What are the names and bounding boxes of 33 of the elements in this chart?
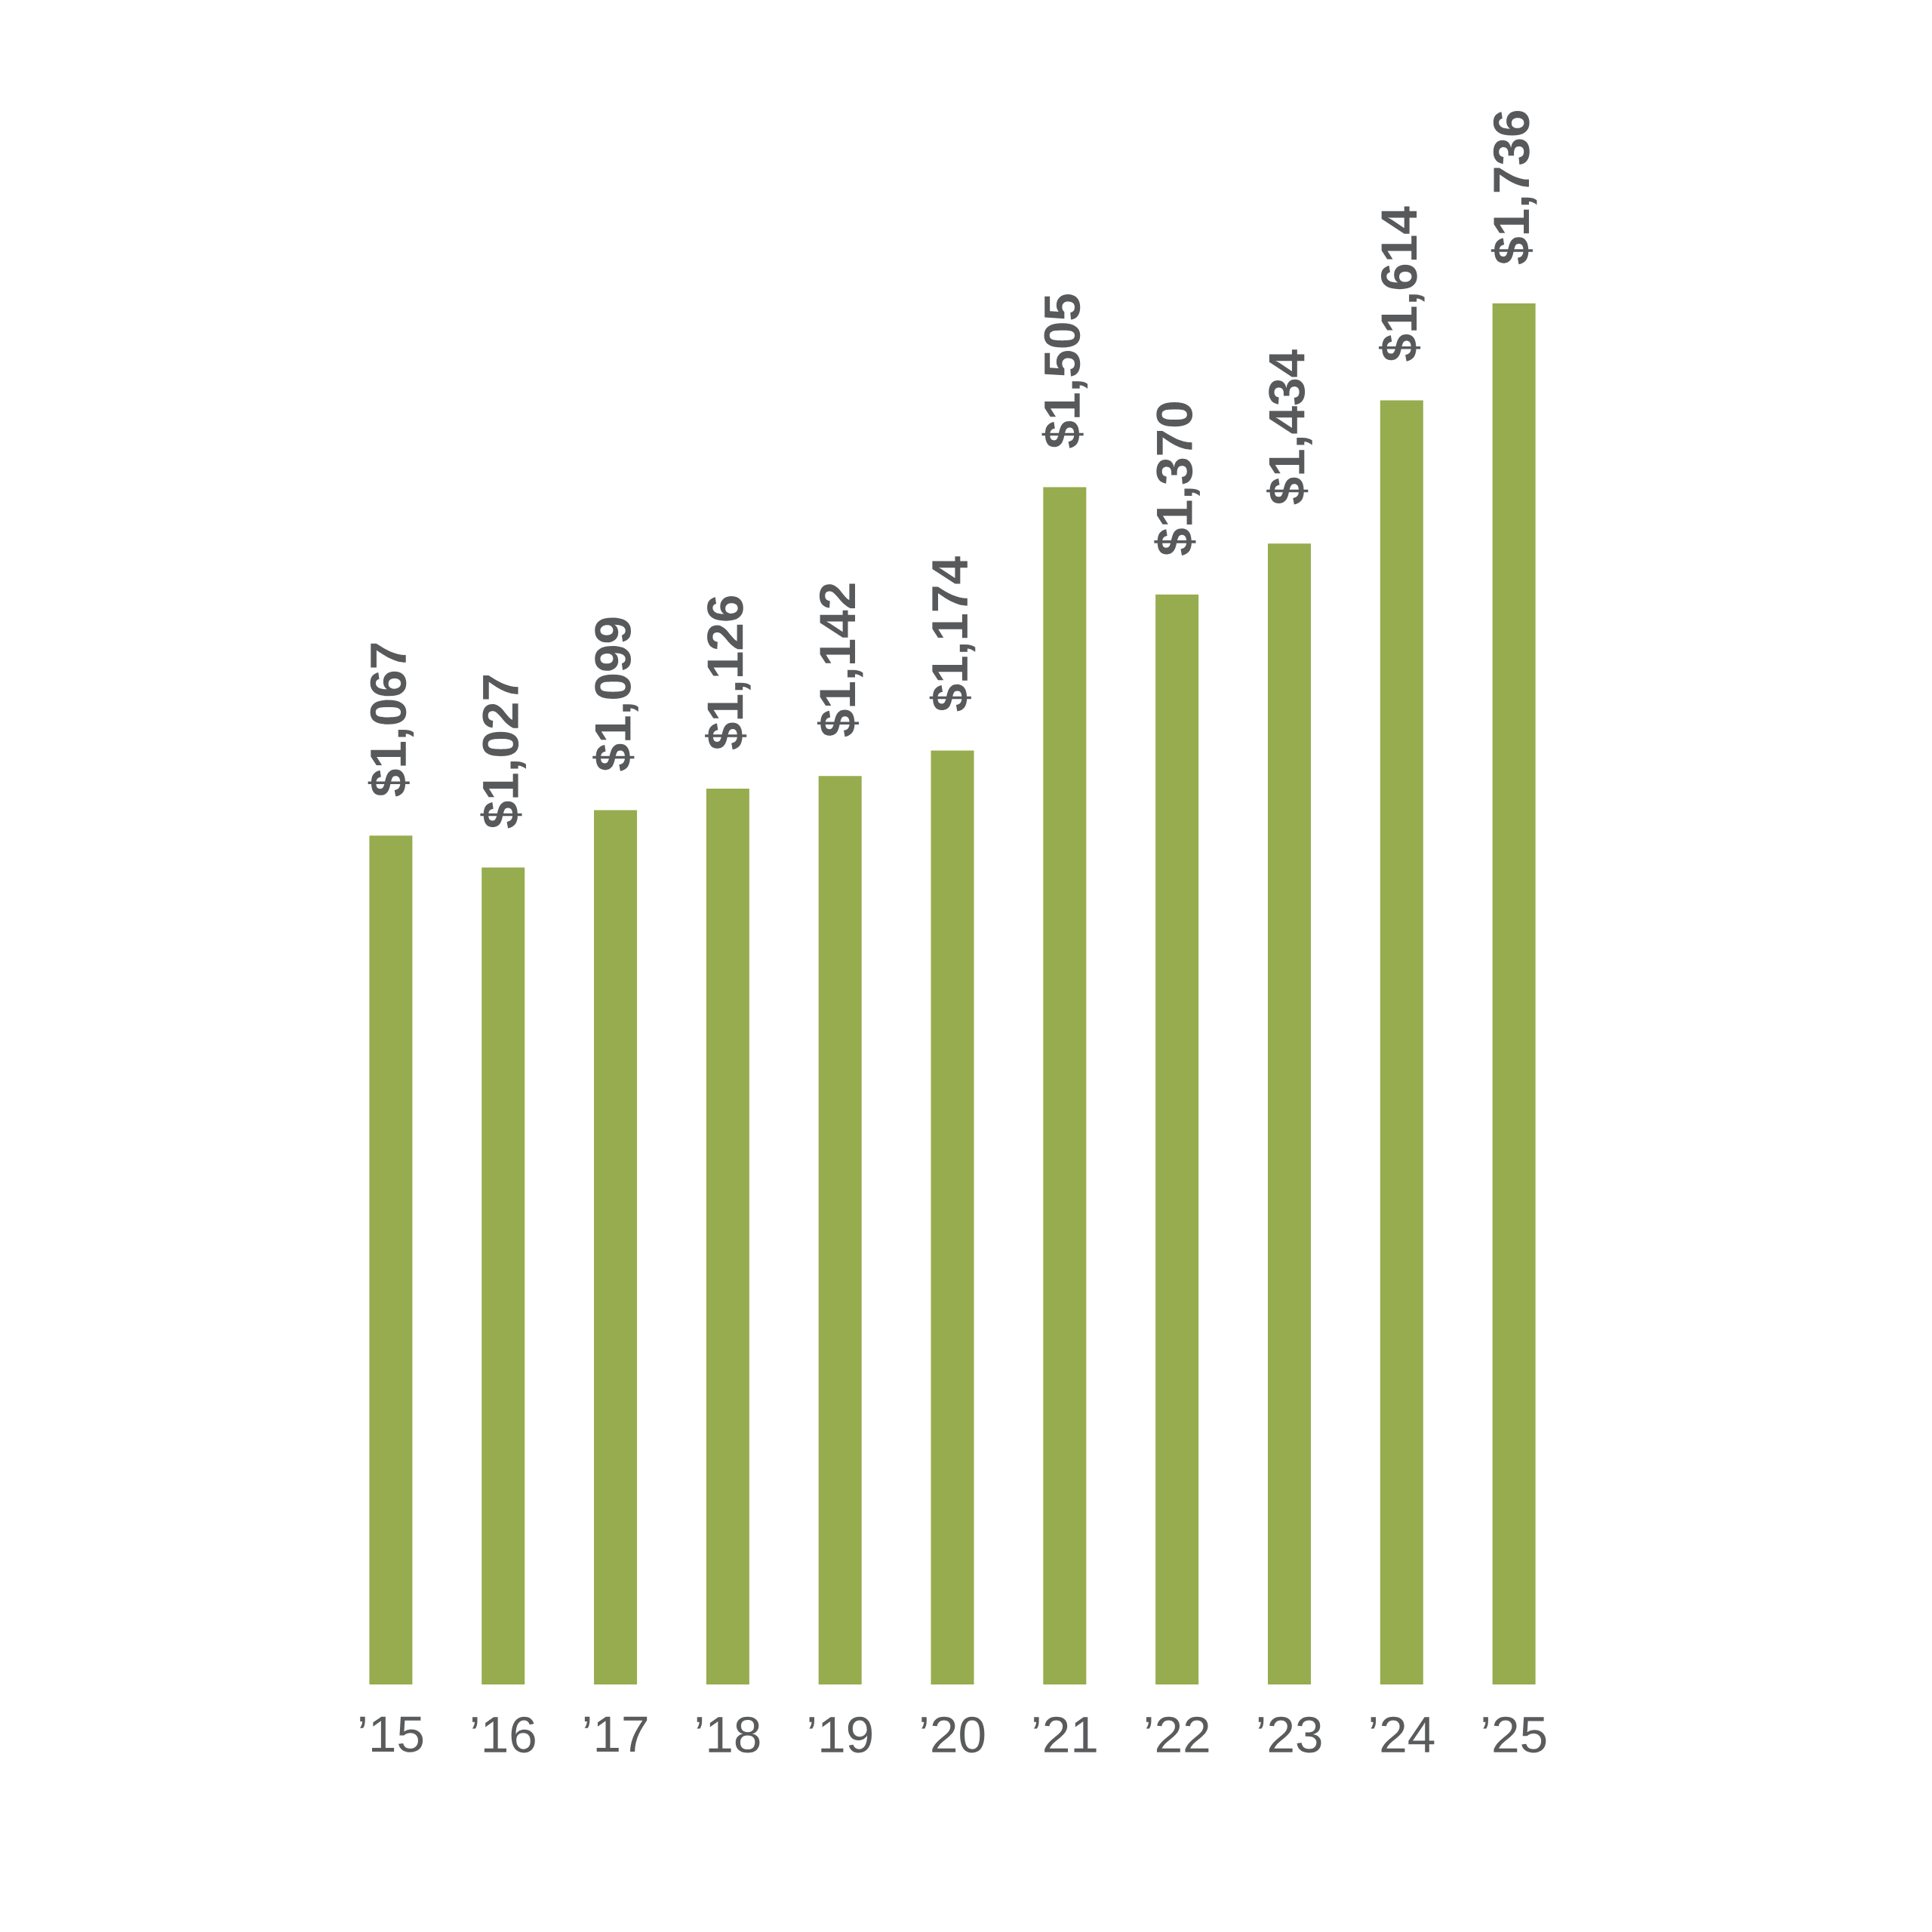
bar — [1492, 303, 1536, 1684]
data-label: $1,067 — [368, 643, 414, 797]
x-tick-label: ’16 — [472, 1716, 535, 1753]
bar — [369, 835, 413, 1684]
x-tick-label: ’21 — [1033, 1716, 1097, 1752]
x-tick-label: ’17 — [584, 1716, 648, 1752]
x-tick-label: ’23 — [1258, 1716, 1321, 1753]
x-tick-label: ’24 — [1371, 1716, 1435, 1752]
bar — [1267, 543, 1311, 1684]
x-tick-label: ’25 — [1483, 1716, 1546, 1753]
data-label: $1,614 — [1379, 206, 1425, 361]
x-tick-label: ’19 — [809, 1716, 872, 1753]
x-tick-label: ’15 — [360, 1716, 423, 1752]
data-label: $1,736 — [1491, 110, 1537, 265]
x-tick-label: ’22 — [1146, 1716, 1209, 1752]
x-tick-label: ’18 — [697, 1716, 760, 1753]
bar — [1155, 594, 1199, 1684]
x-tick-label: ’20 — [921, 1716, 985, 1753]
bar — [1043, 487, 1087, 1684]
bar — [594, 810, 638, 1684]
data-label: $1,126 — [705, 596, 751, 750]
data-label: $1,434 — [1266, 349, 1312, 505]
bar — [706, 789, 749, 1684]
data-label: $1,142 — [817, 583, 863, 737]
data-label: $1,027 — [480, 675, 526, 829]
data-label: $1,370 — [1154, 402, 1200, 555]
data-label: $1,099 — [592, 617, 638, 771]
bar — [481, 867, 525, 1684]
bar — [931, 750, 974, 1684]
bar — [818, 776, 862, 1684]
bar — [1380, 400, 1423, 1684]
data-label: $1,505 — [1041, 294, 1088, 448]
data-label: $1,174 — [929, 556, 976, 712]
